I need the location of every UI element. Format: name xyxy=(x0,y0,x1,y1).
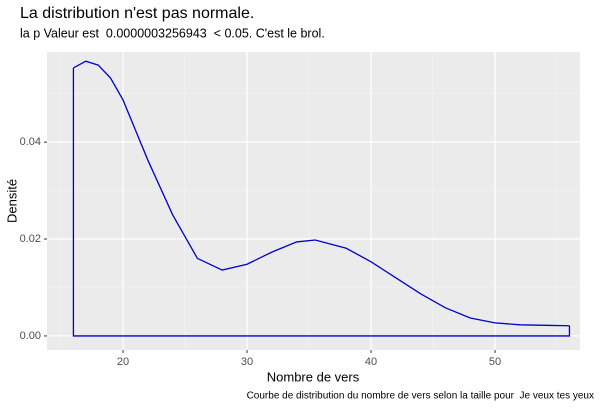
density-outline xyxy=(72,67,571,337)
chart-title: La distribution n'est pas normale. xyxy=(20,5,254,22)
x-tick-label: 30 xyxy=(241,356,253,368)
x-tick-label: 20 xyxy=(117,356,129,368)
panel xyxy=(47,52,580,350)
y-tick-label: 0.02 xyxy=(20,233,41,245)
y-axis-label: Densité xyxy=(4,179,19,223)
density-curve xyxy=(73,60,570,327)
x-tick-label: 50 xyxy=(489,356,501,368)
x-axis-label: Nombre de vers xyxy=(267,369,360,384)
chart-subtitle: la p Valeur est 0.0000003256943 < 0.05. … xyxy=(20,26,325,40)
x-tick-label: 40 xyxy=(365,356,377,368)
caption: Courbe de distribution du nombre de vers… xyxy=(247,391,594,402)
y-tick-label: 0.00 xyxy=(20,330,41,342)
y-tick-label: 0.04 xyxy=(20,136,41,148)
